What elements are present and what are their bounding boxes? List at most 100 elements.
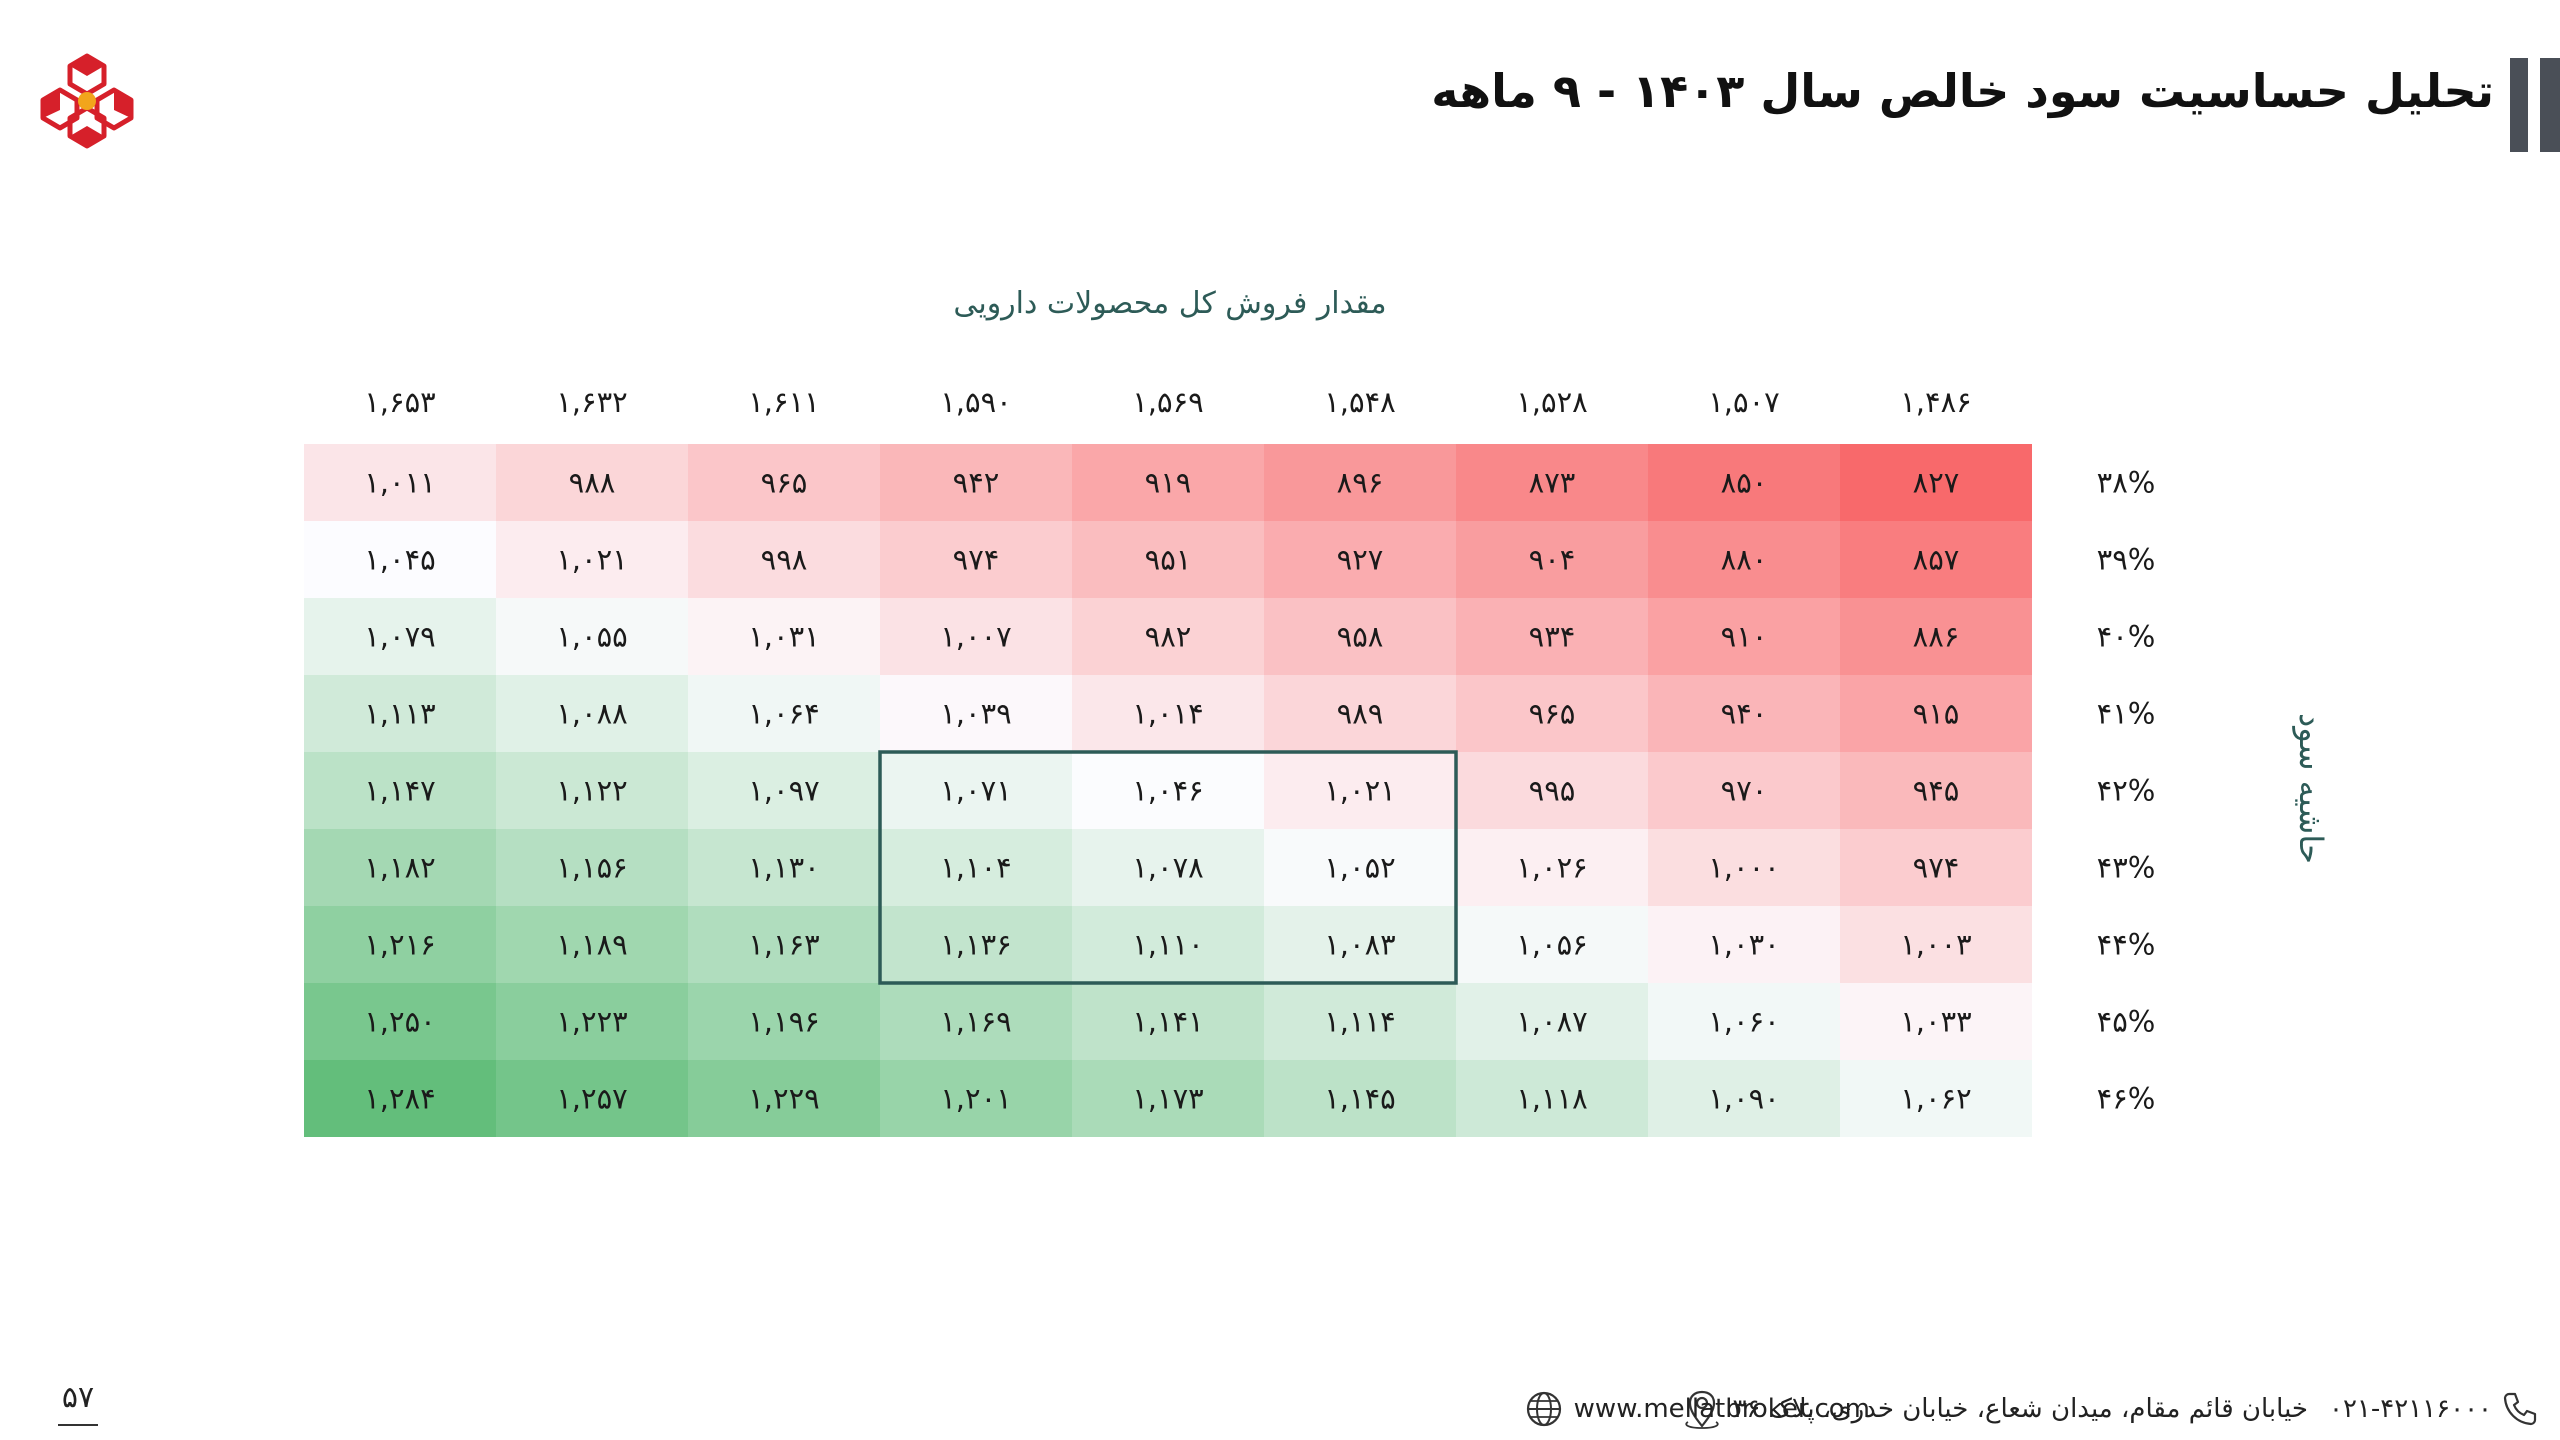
heatmap-cell (688, 1060, 880, 1137)
heatmap-cell (1264, 829, 1456, 906)
heatmap-cell (1840, 752, 2032, 829)
heatmap-cell (1072, 1060, 1264, 1137)
cell-value-label: ۹۱۹ (1145, 466, 1192, 500)
cell-value-label: ۹۵۸ (1337, 620, 1384, 654)
heatmap-cell (688, 444, 880, 521)
cell-value-label: ۸۷۳ (1529, 466, 1576, 500)
heatmap-cell (1456, 521, 1648, 598)
heatmap-cell (1648, 752, 1840, 829)
heatmap-cell (1264, 752, 1456, 829)
cell-value-label: ۹۹۵ (1529, 774, 1576, 808)
heatmap-cell (1264, 906, 1456, 983)
cell-value-label: ۸۸۶ (1913, 620, 1960, 654)
cell-value-label: ۹۱۰ (1721, 620, 1768, 654)
cell-value-label: ۱,۱۷۳ (1132, 1082, 1204, 1116)
cell-value-label: ۱,۰۰۰ (1708, 851, 1780, 885)
cell-value-label: ۱,۲۲۳ (556, 1005, 628, 1039)
cell-value-label: ۸۵۷ (1913, 543, 1960, 577)
cell-value-label: ۱,۰۲۱ (1324, 774, 1396, 808)
cell-value-label: ۱,۲۱۶ (364, 928, 436, 962)
y-tick-label: ۴۳% (2097, 851, 2156, 885)
y-tick-label: ۳۸% (2097, 466, 2156, 500)
footer-phone[interactable]: ۰۲۱-۴۲۱۱۶۰۰۰ (2329, 1384, 2540, 1434)
cell-value-label: ۹۹۸ (761, 543, 808, 577)
cell-value-label: ۱,۰۸۳ (1324, 928, 1396, 962)
cell-value-label: ۱,۰۵۲ (1324, 851, 1396, 885)
heatmap-cell (688, 829, 880, 906)
page-number: ۵۷ (61, 1380, 95, 1415)
cell-value-label: ۱,۱۱۴ (1324, 1005, 1396, 1039)
y-tick-label: ۴۰% (2097, 620, 2156, 654)
heatmap-cell (880, 752, 1072, 829)
cell-value-label: ۸۸۰ (1721, 543, 1768, 577)
cell-value-label: ۱,۰۷۸ (1132, 851, 1204, 885)
heatmap-cell (880, 598, 1072, 675)
heatmap-cell (1840, 983, 2032, 1060)
cell-value-label: ۹۴۲ (953, 466, 1000, 500)
heatmap-cell (496, 829, 688, 906)
cell-value-label: ۱,۱۰۴ (940, 851, 1012, 885)
cell-value-label: ۱,۱۳۶ (940, 928, 1012, 962)
heatmap-cell (1456, 675, 1648, 752)
footer: ۰۲۱-۴۲۱۱۶۰۰۰ خیابان قائم مقام، میدان شعا… (1310, 1384, 2540, 1434)
cell-value-label: ۱,۰۳۰ (1708, 928, 1780, 962)
cell-value-label: ۱,۱۱۸ (1516, 1082, 1588, 1116)
heatmap-cell (1456, 598, 1648, 675)
cell-value-label: ۸۵۰ (1721, 466, 1768, 500)
cell-value-label: ۱,۰۲۱ (556, 543, 628, 577)
heatmap-cell (688, 675, 880, 752)
cell-value-label: ۱,۰۳۹ (940, 697, 1012, 731)
cell-value-label: ۱,۰۰۷ (940, 620, 1012, 654)
cell-value-label: ۱,۰۶۰ (1708, 1005, 1780, 1039)
y-axis-title: حاشیه سود (2292, 713, 2330, 864)
heatmap-cell (1840, 829, 2032, 906)
heatmap-cell (1840, 598, 2032, 675)
website-link[interactable]: www.mellatbroker.com (1573, 1394, 1870, 1424)
heatmap-cell (880, 444, 1072, 521)
y-tick-label: ۴۶% (2097, 1082, 2156, 1116)
location-pin-icon (1685, 1390, 1720, 1429)
heatmap-cell (1456, 1060, 1648, 1137)
heatmap-cell (1648, 906, 1840, 983)
cell-value-label: ۹۷۰ (1721, 774, 1768, 808)
heatmap-cell (496, 1060, 688, 1137)
cell-value-label: ۱,۰۳۳ (1900, 1005, 1972, 1039)
cell-value-label: ۱,۰۳۱ (748, 620, 820, 654)
cell-value-label: ۱,۰۶۲ (1900, 1082, 1972, 1116)
x-tick-label: ۱,۶۳۲ (556, 385, 628, 419)
heatmap-cell (304, 983, 496, 1060)
heatmap-cell (304, 1060, 496, 1137)
cell-value-label: ۱,۲۲۹ (748, 1082, 820, 1116)
cell-value-label: ۱,۲۸۴ (364, 1082, 436, 1116)
heatmap-cell (496, 598, 688, 675)
cell-value-label: ۹۸۹ (1337, 697, 1384, 731)
cell-value-label: ۱,۱۲۲ (556, 774, 628, 808)
heatmap-cell (1264, 598, 1456, 675)
heatmap-cell (1648, 444, 1840, 521)
x-tick-label: ۱,۶۵۳ (364, 385, 436, 419)
heatmap-cell (304, 444, 496, 521)
cell-value-label: ۱,۱۳۰ (748, 851, 820, 885)
y-tick-label: ۴۱% (2097, 697, 2156, 731)
heatmap-cell (496, 752, 688, 829)
heatmap-cell (1072, 521, 1264, 598)
cell-value-label: ۹۸۸ (569, 466, 616, 500)
heatmap-cell (1840, 906, 2032, 983)
heatmap-cell (1264, 675, 1456, 752)
cell-value-label: ۹۶۵ (761, 466, 808, 500)
cell-value-label: ۱,۰۶۴ (748, 697, 820, 731)
heatmap-cell (1648, 1060, 1840, 1137)
phone-number: ۰۲۱-۴۲۱۱۶۰۰۰ (2329, 1394, 2492, 1424)
mellat-broker-logo (40, 53, 134, 149)
heatmap-cell (496, 444, 688, 521)
cell-value-label: ۹۲۷ (1337, 543, 1384, 577)
cell-value-label: ۹۰۴ (1529, 543, 1576, 577)
cell-value-label: ۹۵۱ (1145, 543, 1192, 577)
heatmap-cell (496, 675, 688, 752)
x-axis-title: مقدار فروش کل محصولات دارویی (953, 286, 1387, 321)
footer-website[interactable]: www.mellatbroker.com (1524, 1384, 1870, 1434)
cell-value-label: ۹۱۵ (1913, 697, 1960, 731)
x-tick-label: ۱,۵۴۸ (1324, 385, 1396, 419)
y-tick-label: ۴۴% (2097, 928, 2156, 962)
heatmap-cell (1264, 1060, 1456, 1137)
